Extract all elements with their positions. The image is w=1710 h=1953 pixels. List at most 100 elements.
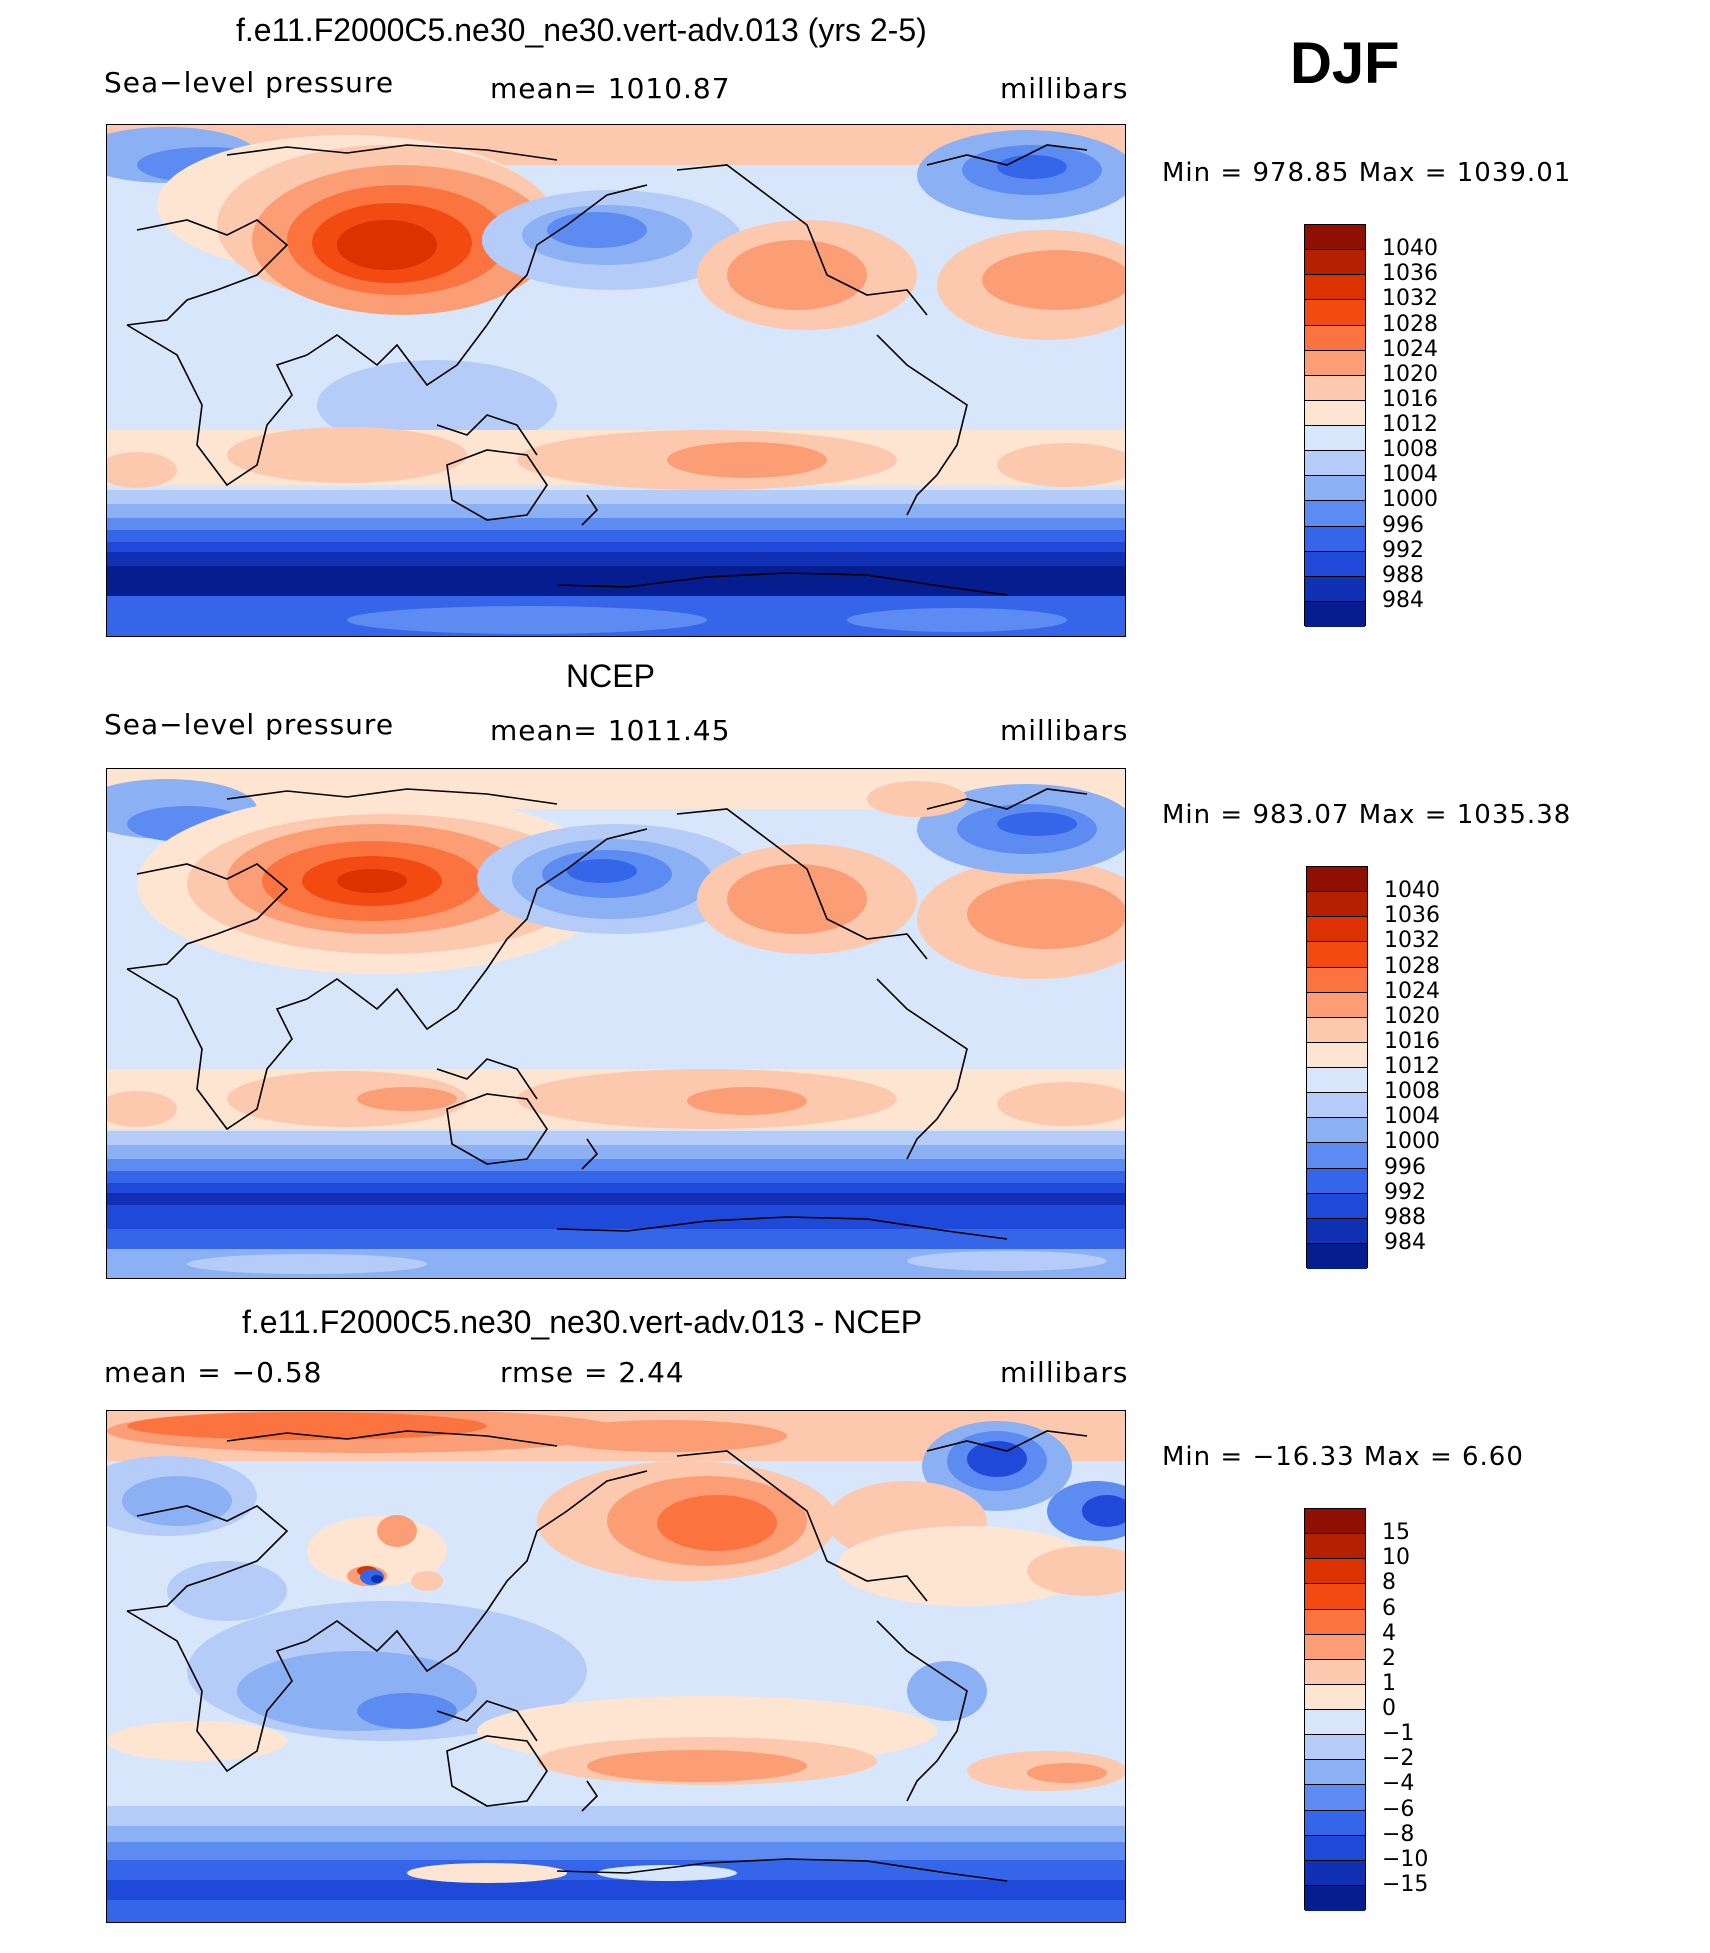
panel1-units-label: millibars [1000,72,1129,105]
panel2-minmax: Min = 983.07 Max = 1035.38 [1162,800,1572,830]
season-label: DJF [1290,31,1400,96]
colorbar2-swatch [1307,1118,1367,1144]
colorbar1-level-label: 996 [1382,512,1424,538]
colorbar3-swatch [1305,1810,1365,1836]
colorbar2-swatch [1307,1042,1367,1068]
colorbar1-swatch [1305,426,1365,452]
panel3-map-svg [107,1411,1125,1922]
colorbar1-swatch [1305,325,1365,351]
panel2-title: NCEP [566,658,655,694]
panel3-colorbar [1304,1508,1366,1911]
panel2-units-label: millibars [1000,714,1129,747]
colorbar1-swatch [1305,451,1365,477]
colorbar3-level-label: −2 [1382,1746,1415,1772]
colorbar1-swatch [1305,250,1365,276]
colorbar2-swatch [1307,867,1367,893]
panel1-map-svg [107,125,1125,636]
colorbar3-swatch [1305,1735,1365,1761]
panel2-variable-label: Sea−level pressure [104,708,395,741]
colorbar1-level-label: 1036 [1382,261,1438,287]
colorbar3-swatch [1305,1659,1365,1685]
colorbar3-swatch [1305,1509,1365,1535]
colorbar2-swatch [1307,1017,1367,1043]
colorbar3-swatch [1305,1684,1365,1710]
colorbar1-swatch [1305,476,1365,502]
colorbar1-level-label: 1016 [1382,386,1438,412]
colorbar3-swatch [1305,1609,1365,1635]
colorbar1-level-label: 984 [1382,587,1424,613]
colorbar3-swatch [1305,1710,1365,1736]
panel1-minmax: Min = 978.85 Max = 1039.01 [1162,158,1572,188]
colorbar2-level-label: 1024 [1384,978,1440,1004]
colorbar1-swatch [1305,350,1365,376]
panel2-map [106,768,1126,1279]
colorbar2-swatch [1307,1243,1367,1269]
colorbar1-swatch [1305,601,1365,627]
colorbar2-level-label: 1032 [1384,928,1440,954]
colorbar2-level-label: 1020 [1384,1003,1440,1029]
colorbar3-level-label: 2 [1382,1645,1396,1671]
panel3-mean-label: mean = −0.58 [104,1356,323,1389]
colorbar2-swatch [1307,967,1367,993]
colorbar3-swatch [1305,1835,1365,1861]
colorbar3-level-label: −15 [1382,1871,1429,1897]
colorbar3-swatch [1305,1634,1365,1660]
colorbar3-level-label: 10 [1382,1545,1410,1571]
colorbar3-level-label: −6 [1382,1796,1415,1822]
colorbar3-level-label: −10 [1382,1846,1429,1872]
panel3-map [106,1410,1126,1923]
colorbar3-level-label: 4 [1382,1620,1396,1646]
colorbar1-swatch [1305,300,1365,326]
colorbar2-level-label: 992 [1384,1179,1426,1205]
panel2-colorbar [1306,866,1368,1269]
colorbar2-swatch [1307,1218,1367,1244]
colorbar2-swatch [1307,1193,1367,1219]
colorbar3-level-label: 1 [1382,1670,1396,1696]
panel2-mean-label: mean= 1011.45 [490,714,731,747]
colorbar3-swatch [1305,1785,1365,1811]
colorbar3-level-label: −4 [1382,1771,1415,1797]
panel1-variable-label: Sea−level pressure [104,66,395,99]
panel1-map [106,124,1126,637]
colorbar2-swatch [1307,1068,1367,1094]
colorbar2-swatch [1307,1168,1367,1194]
colorbar1-level-label: 988 [1382,562,1424,588]
colorbar1-level-label: 1008 [1382,437,1438,463]
colorbar2-level-label: 996 [1384,1154,1426,1180]
colorbar3-swatch [1305,1584,1365,1610]
colorbar3-level-label: −8 [1382,1821,1415,1847]
colorbar3-level-label: 6 [1382,1595,1396,1621]
colorbar3-swatch [1305,1860,1365,1886]
colorbar1-level-label: 1000 [1382,487,1438,513]
colorbar2-level-label: 1016 [1384,1028,1440,1054]
colorbar2-swatch [1307,1093,1367,1119]
colorbar2-swatch [1307,992,1367,1018]
panel3-title: f.e11.F2000C5.ne30_ne30.vert-adv.013 - N… [242,1304,923,1340]
colorbar1-swatch [1305,551,1365,577]
colorbar2-level-label: 1000 [1384,1129,1440,1155]
colorbar3-level-label: 0 [1382,1696,1396,1721]
panel1-mean-label: mean= 1010.87 [490,72,731,105]
panel3-units-label: millibars [1000,1356,1129,1389]
colorbar1-level-label: 1028 [1382,311,1438,337]
colorbar1-level-label: 1012 [1382,412,1438,437]
colorbar3-swatch [1305,1885,1365,1911]
colorbar2-swatch [1307,917,1367,943]
panel1-colorbar [1304,224,1366,627]
colorbar2-swatch [1307,892,1367,918]
colorbar1-swatch [1305,400,1365,426]
colorbar2-swatch [1307,942,1367,968]
colorbar1-swatch [1305,225,1365,251]
colorbar1-swatch [1305,576,1365,602]
colorbar3-level-label: −1 [1382,1721,1415,1747]
colorbar2-level-label: 1012 [1384,1054,1440,1079]
colorbar2-level-label: 988 [1384,1204,1426,1230]
colorbar2-level-label: 1040 [1384,878,1440,904]
panel1-title: f.e11.F2000C5.ne30_ne30.vert-adv.013 (yr… [236,12,927,48]
colorbar2-level-label: 1036 [1384,903,1440,929]
colorbar3-swatch [1305,1760,1365,1786]
panel3-rmse-label: rmse = 2.44 [500,1356,685,1389]
colorbar1-swatch [1305,526,1365,552]
colorbar2-level-label: 1028 [1384,953,1440,979]
colorbar3-level-label: 8 [1382,1570,1396,1596]
